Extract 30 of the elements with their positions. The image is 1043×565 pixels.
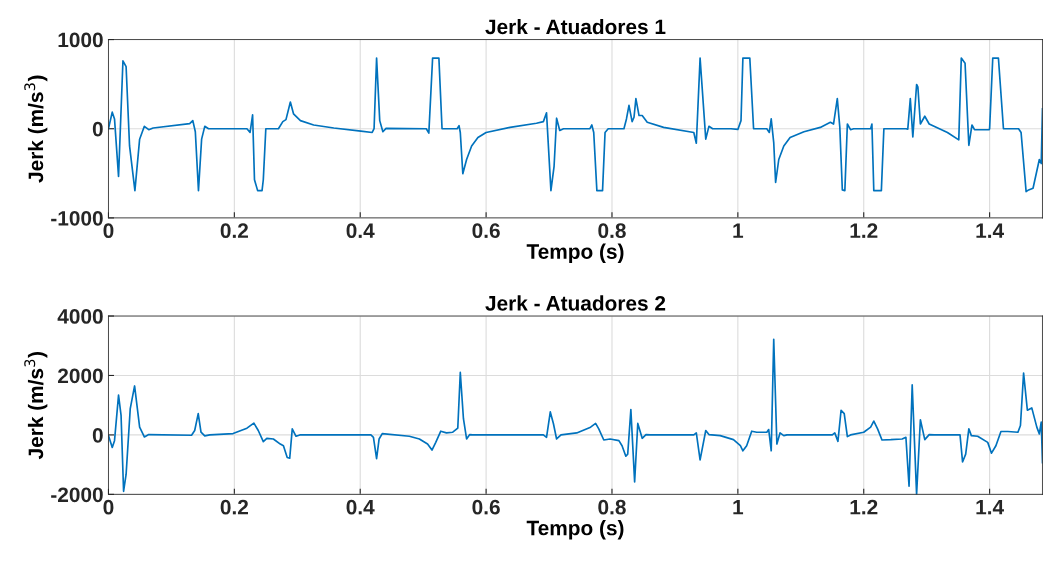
- y-tick-label: 0: [92, 121, 103, 137]
- x-axis-title: Tempo (s): [526, 520, 624, 540]
- x-tick-label: 1.2: [850, 499, 878, 515]
- x-tick-label: 1.4: [976, 500, 1004, 515]
- x-tick-label: 1: [733, 500, 744, 515]
- y-tick-label: -2000: [51, 487, 103, 503]
- y-axis-title: Jerk (m/s$^{3}$): [24, 352, 48, 460]
- x-tick-label: 0.8: [598, 223, 626, 239]
- x-tick-label: 0: [103, 499, 114, 515]
- x-tick-label: 0: [103, 223, 114, 239]
- y-tick-label: 0: [92, 427, 103, 443]
- x-axis-title: Tempo (s): [526, 243, 624, 263]
- x-tick-label: 0.2: [220, 223, 248, 239]
- x-tick-label: 1.4: [976, 223, 1004, 238]
- x-tick-label: 0.8: [598, 499, 626, 515]
- y-tick-label: -1000: [51, 210, 103, 226]
- x-tick-label: 0.6: [472, 223, 500, 239]
- chart-title: Jerk - Atuadores 1: [485, 18, 666, 35]
- chart-title: Jerk - Atuadores 2: [485, 295, 666, 311]
- y-tick-label: 2000: [57, 368, 103, 384]
- x-tick-label: 0.2: [220, 499, 248, 515]
- x-tick-label: 1.2: [850, 223, 878, 238]
- line-series: [108, 57, 1043, 193]
- x-tick-label: 1: [733, 223, 744, 238]
- x-tick-label: 0.6: [472, 499, 500, 515]
- x-tick-label: 0.4: [346, 499, 375, 515]
- x-tick-label: 0.4: [346, 223, 375, 239]
- y-tick-label: 1000: [58, 32, 103, 48]
- y-tick-label: 4000: [57, 309, 103, 324]
- y-axis-title: Jerk (m/s$^{3}$): [24, 75, 48, 183]
